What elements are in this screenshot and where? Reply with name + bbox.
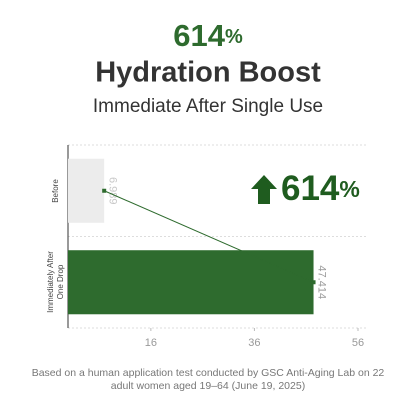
value-label: 6.989: [106, 177, 118, 205]
footnote: Based on a human application test conduc…: [32, 367, 385, 379]
marker: [311, 280, 316, 285]
chart-subtitle: Immediate After Single Use: [93, 96, 323, 117]
annotation-unit: %: [339, 176, 359, 202]
annotation-arrow: [251, 175, 277, 204]
value-label: 47.414: [316, 265, 328, 299]
category-label: Immediately After One Drop: [46, 251, 65, 314]
category-label: Before: [51, 178, 60, 203]
bar: [68, 250, 314, 315]
chart-title: Hydration Boost: [95, 57, 321, 89]
trend-line: [103, 190, 314, 283]
headline-number: 614: [173, 18, 225, 53]
footnote: adult women aged 19–64 (June 19, 2025): [111, 380, 305, 392]
headline: 614%: [173, 18, 243, 53]
x-tick-label: 16: [145, 337, 157, 349]
bar: [68, 158, 105, 223]
headline-unit: %: [225, 26, 243, 48]
x-tick-label: 36: [248, 337, 260, 349]
annotation-number: 614: [281, 169, 340, 208]
x-tick-label: 56: [352, 337, 364, 349]
marker: [102, 188, 107, 193]
annotation: 614%: [281, 169, 360, 208]
